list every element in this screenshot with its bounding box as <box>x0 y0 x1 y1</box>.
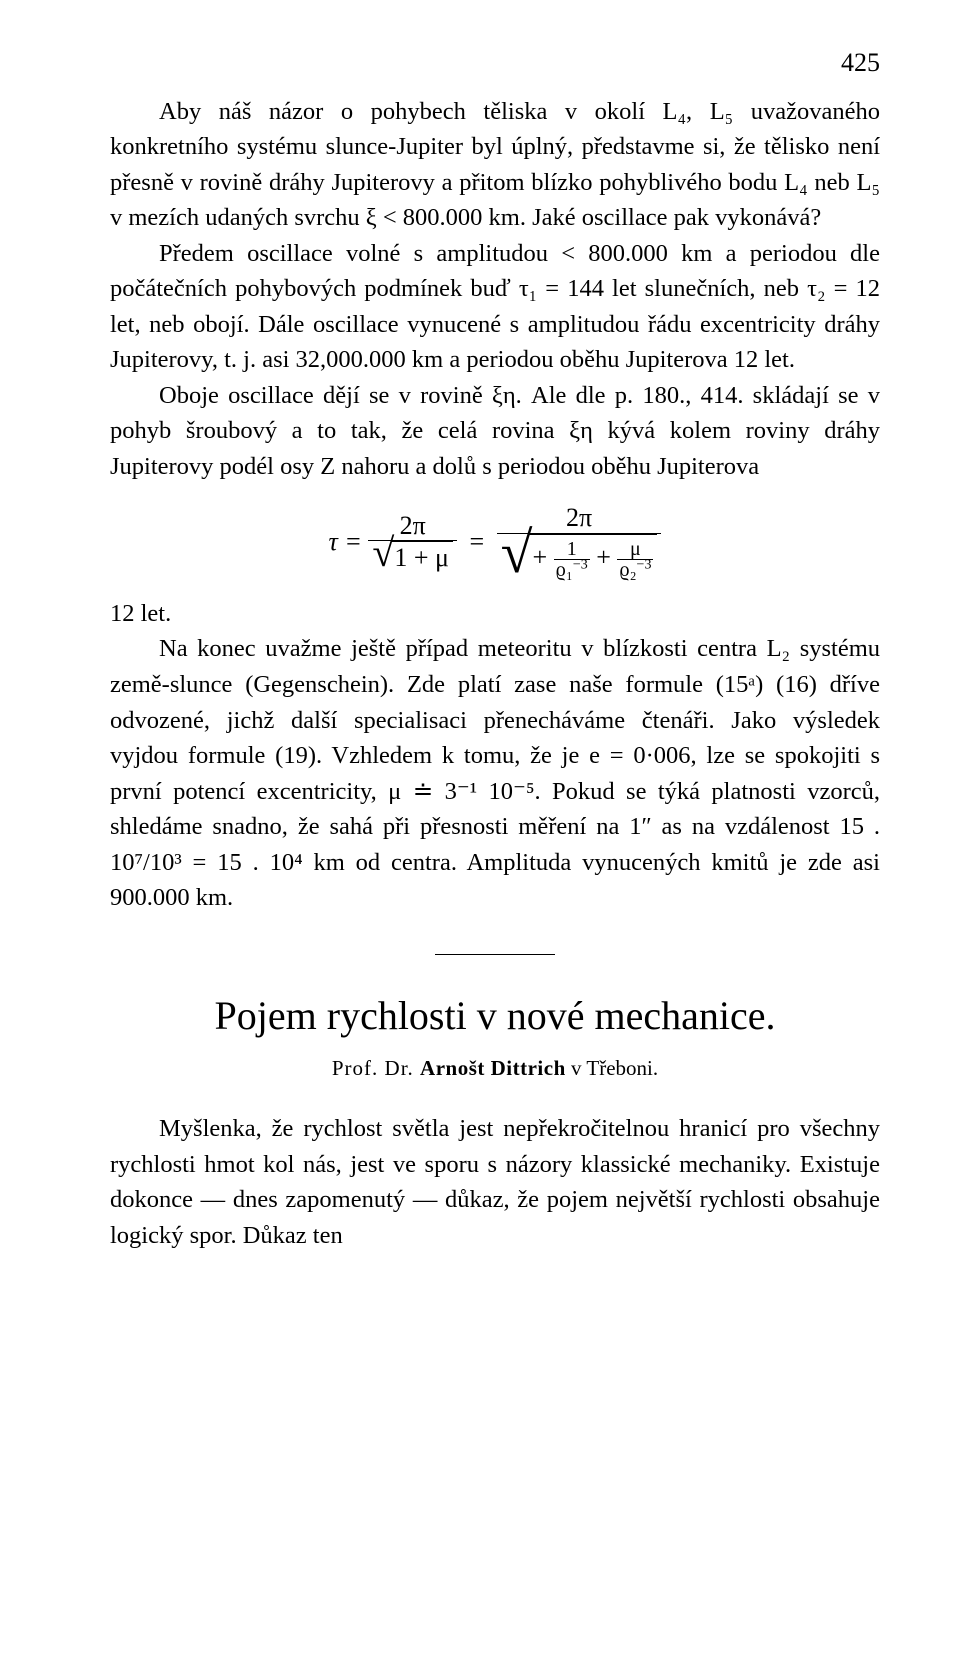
formula-tau: τ = 2π √1 + μ = 2π √ + 1 ϱ₁−3 <box>110 504 880 580</box>
formula-lhs: τ = <box>329 528 362 557</box>
paragraph-2: Předem oscillace volné s amplitudou < 80… <box>110 236 880 378</box>
exp-b: −3 <box>637 557 652 572</box>
formula-frac-2: 2π √ + 1 ϱ₁−3 + μ ϱ₂−3 <box>497 504 662 580</box>
paragraph-1: Aby náš názor o pohybech těliska v okolí… <box>110 94 880 236</box>
exp-a: −3 <box>573 557 588 572</box>
paragraph-4: 12 let. <box>110 596 880 632</box>
byline-name: Arnošt Dittrich <box>420 1056 566 1080</box>
paragraph-5: Na konec uvažme ještě případ meteoritu v… <box>110 631 880 915</box>
page-number: 425 <box>110 44 880 82</box>
plus-lead: + <box>532 542 547 571</box>
byline-prefix: Prof. Dr. <box>332 1056 420 1080</box>
formula-eq: = <box>463 528 490 557</box>
plus: + <box>596 542 611 571</box>
paragraph-3: Oboje oscillace dějí se v rovině ξη. Ale… <box>110 378 880 485</box>
formula-frac-1: 2π √1 + μ <box>368 512 457 573</box>
sub-frac-a: 1 ϱ₁−3 <box>554 539 590 580</box>
frac1-den: 1 + μ <box>391 541 453 573</box>
paragraph-6: Myšlenka, že rychlost světla jest nepřek… <box>110 1111 880 1253</box>
radical-2-icon: √ <box>501 534 533 572</box>
radical-1-icon: √ <box>372 541 394 565</box>
sub-frac-b-den: ϱ₂ <box>619 559 636 581</box>
article-title: Pojem rychlosti v nové mechanice. <box>110 987 880 1045</box>
sub-frac-a-den: ϱ₁ <box>556 559 573 581</box>
byline-suffix: v Třeboni. <box>566 1056 658 1080</box>
section-divider <box>435 954 555 955</box>
sub-frac-b: μ ϱ₂−3 <box>617 539 653 580</box>
byline: Prof. Dr. Arnošt Dittrich v Třeboni. <box>110 1053 880 1083</box>
page: 425 Aby náš názor o pohybech těliska v o… <box>0 0 960 1659</box>
